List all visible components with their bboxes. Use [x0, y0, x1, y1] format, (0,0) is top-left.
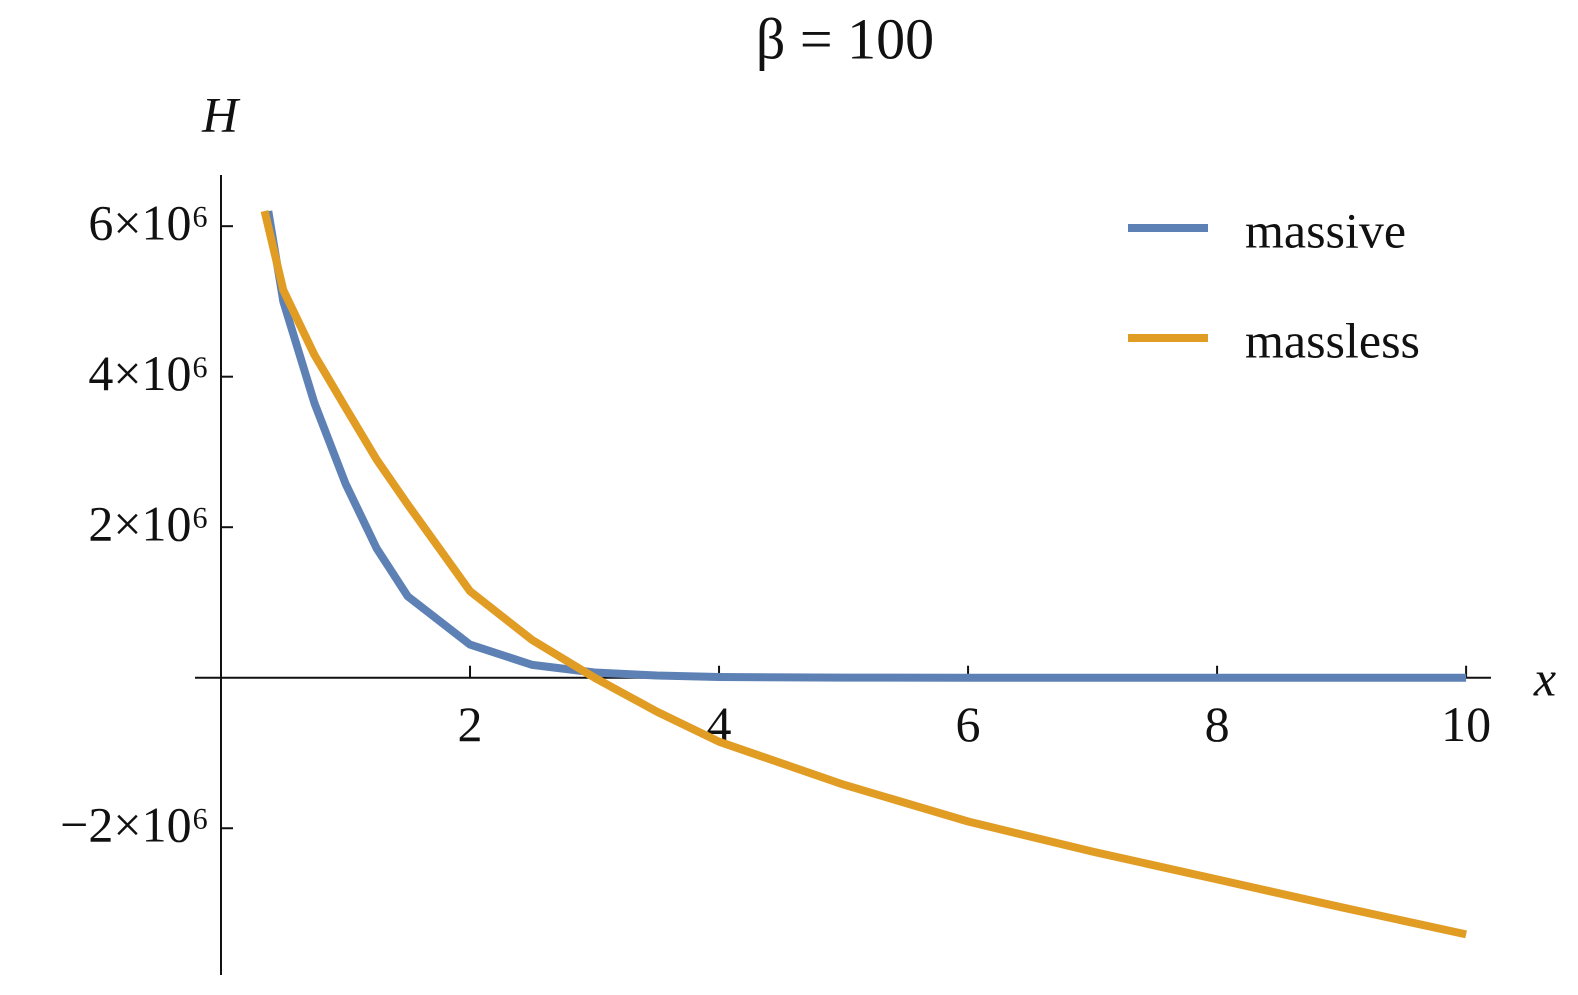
series-line	[260, 210, 1467, 939]
y-tick-label: 4×10⁶	[88, 345, 209, 401]
legend-label: massless	[1245, 312, 1420, 368]
x-axis-label: x	[1533, 650, 1556, 706]
chart-title: β = 100	[756, 6, 934, 71]
x-tick-label: 6	[956, 696, 981, 752]
x-tick-label: 8	[1205, 696, 1230, 752]
y-tick-label: 2×10⁶	[88, 496, 209, 552]
legend-label: massive	[1245, 202, 1406, 258]
x-tick-label: 10	[1441, 696, 1491, 752]
y-tick-label: −2×10⁶	[60, 797, 209, 853]
x-tick-label: 2	[458, 696, 483, 752]
series-line	[264, 210, 1467, 682]
y-axis-label: H	[201, 86, 241, 142]
y-tick-label: 6×10⁶	[88, 195, 209, 251]
